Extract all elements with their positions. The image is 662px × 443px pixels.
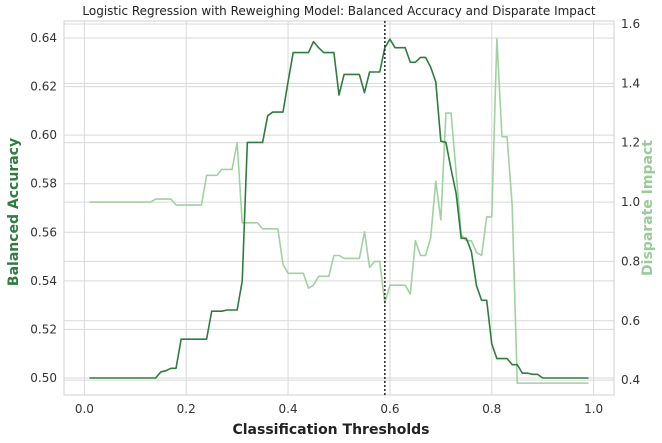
y-left-tick-label: 0.52 — [30, 322, 57, 336]
y-left-tick-label: 0.62 — [30, 80, 57, 94]
x-tick-label: 1.0 — [584, 402, 603, 416]
x-tick-label: 0.2 — [177, 402, 196, 416]
x-axis-ticks: 0.0 0.2 0.4 0.6 0.8 1.0 — [75, 402, 603, 416]
y-right-tick-label: 1.2 — [621, 136, 640, 150]
x-tick-label: 0.0 — [75, 402, 94, 416]
y-right-tick-label: 0.6 — [621, 314, 640, 328]
y-right-tick-label: 0.4 — [621, 373, 640, 387]
grid — [64, 21, 614, 395]
balanced-accuracy-line — [89, 38, 589, 379]
x-axis-label: Classification Thresholds — [232, 422, 429, 438]
y-axis-left-label: Balanced Accuracy — [6, 138, 22, 286]
x-tick-label: 0.6 — [380, 402, 399, 416]
x-tick-label: 0.8 — [482, 402, 501, 416]
y-right-tick-label: 1.0 — [621, 195, 640, 209]
chart-title: Logistic Regression with Reweighing Mode… — [82, 4, 595, 18]
y-right-tick-label: 1.4 — [621, 76, 640, 90]
y-axis-right-ticks: 0.4 0.6 0.8 1.0 1.2 1.4 1.6 — [621, 17, 640, 387]
y-left-tick-label: 0.58 — [30, 177, 57, 191]
series-layer — [89, 38, 589, 384]
x-tick-label: 0.4 — [279, 402, 298, 416]
y-right-tick-label: 0.8 — [621, 254, 640, 268]
plot-frame — [63, 20, 615, 396]
y-axis-right-label: Disparate Impact — [640, 140, 656, 276]
disparate-impact-line — [89, 38, 589, 384]
y-left-tick-label: 0.56 — [30, 225, 57, 239]
y-right-tick-label: 1.6 — [621, 17, 640, 31]
y-left-tick-label: 0.64 — [30, 31, 57, 45]
y-left-tick-label: 0.54 — [30, 274, 57, 288]
y-axis-left-ticks: 0.50 0.52 0.54 0.56 0.58 0.60 0.62 0.64 — [30, 31, 57, 385]
y-left-tick-label: 0.50 — [30, 371, 57, 385]
y-left-tick-label: 0.60 — [30, 128, 57, 142]
